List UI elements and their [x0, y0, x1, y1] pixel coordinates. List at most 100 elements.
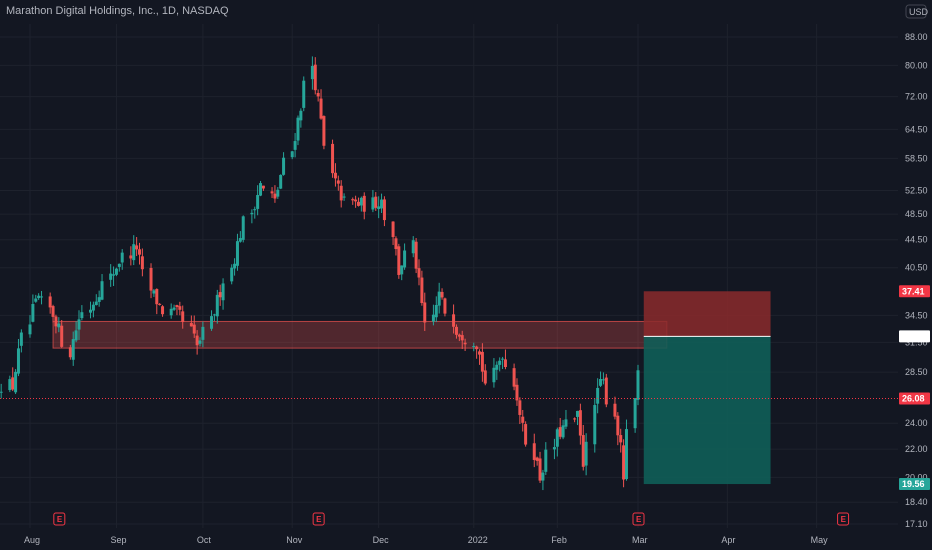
candle-body: [555, 429, 559, 447]
support-zone-rect[interactable]: [52, 320, 668, 349]
candle-body: [575, 410, 579, 417]
candle: [374, 192, 378, 211]
y-tick-label: 52.50: [905, 186, 928, 196]
candle-body: [411, 240, 415, 254]
candle-body: [316, 92, 320, 97]
candle-body: [333, 172, 337, 179]
candle-body: [313, 64, 317, 91]
candle: [619, 428, 623, 453]
candle: [475, 345, 479, 359]
candle-body: [478, 351, 482, 355]
candle-body: [552, 447, 556, 450]
candle-body: [279, 174, 283, 189]
candle-body: [152, 290, 156, 294]
candle: [80, 305, 84, 321]
candle: [253, 206, 257, 219]
candle: [483, 364, 487, 386]
candle: [178, 301, 182, 316]
candle-body: [495, 364, 499, 370]
drawings-layer: [52, 291, 771, 485]
candle-body: [431, 314, 435, 322]
candle: [77, 310, 81, 340]
candle: [201, 321, 205, 348]
candle-body: [382, 199, 386, 221]
candle-body: [253, 209, 257, 211]
currency-badge[interactable]: USD: [905, 4, 929, 19]
candle-body: [261, 185, 265, 189]
candle: [319, 89, 323, 120]
earnings-icon[interactable]: E: [837, 512, 850, 526]
take-profit-zone[interactable]: [643, 336, 771, 485]
candle-body: [512, 368, 516, 387]
candle: [604, 373, 608, 408]
candle-body: [299, 110, 303, 121]
candle: [313, 57, 317, 95]
candle: [622, 439, 626, 488]
candle: [68, 344, 72, 360]
candle-body: [601, 379, 605, 381]
candle-body: [535, 457, 539, 461]
candle-body: [541, 472, 545, 481]
candle: [391, 221, 395, 245]
candle: [411, 236, 415, 258]
y-tick-label: 40.50: [905, 263, 928, 273]
candle-body: [296, 117, 300, 141]
candle-body: [270, 191, 274, 194]
y-tick-label: 80.00: [905, 60, 928, 70]
candle: [212, 313, 216, 322]
earnings-icon[interactable]: E: [632, 512, 645, 526]
candle: [316, 89, 320, 102]
price-tag-label: 19.56: [902, 479, 925, 489]
candle-body: [616, 415, 620, 436]
x-tick-label: Dec: [373, 535, 390, 545]
candle-body: [51, 306, 55, 317]
earnings-icon[interactable]: E: [53, 512, 66, 526]
candle: [515, 378, 519, 406]
candle: [377, 196, 381, 219]
candle: [382, 196, 386, 227]
candle: [11, 367, 15, 392]
candle-body: [351, 199, 355, 201]
candle: [544, 442, 548, 475]
candle-body: [475, 346, 479, 350]
candle: [129, 246, 133, 266]
candle: [420, 270, 424, 306]
candle-body: [377, 206, 381, 210]
candle-body: [414, 241, 418, 269]
y-tick-label: 48.50: [905, 209, 928, 219]
candle-body: [356, 201, 360, 206]
candle: [296, 115, 300, 146]
candle-body: [89, 309, 93, 313]
candle-body: [331, 143, 335, 174]
candle: [290, 150, 294, 160]
candle: [478, 349, 482, 365]
candle-body: [538, 458, 542, 481]
candle-body: [480, 351, 484, 372]
candle-body: [423, 302, 427, 323]
candle: [137, 242, 141, 265]
x-tick-label: Sep: [110, 535, 126, 545]
earnings-icon[interactable]: E: [312, 512, 325, 526]
candle-body: [362, 195, 366, 212]
candle-body: [593, 405, 597, 445]
candle-body: [293, 141, 297, 150]
candle-body: [16, 348, 20, 374]
candle-body: [440, 291, 444, 298]
candle: [521, 409, 525, 432]
chart-title: Marathon Digital Holdings, Inc., 1D, NAS…: [6, 5, 229, 17]
candle: [339, 180, 343, 208]
candle-body: [624, 429, 628, 480]
candle-body: [189, 323, 193, 327]
candle: [51, 304, 55, 323]
candle: [218, 284, 222, 306]
candle: [94, 294, 98, 306]
candle: [114, 267, 118, 277]
candle: [238, 231, 242, 243]
candle: [351, 197, 355, 205]
candle-body: [599, 379, 603, 386]
candle: [371, 189, 375, 213]
candle: [241, 215, 245, 243]
candle-body: [241, 216, 245, 240]
stop-loss-zone[interactable]: [643, 291, 771, 337]
